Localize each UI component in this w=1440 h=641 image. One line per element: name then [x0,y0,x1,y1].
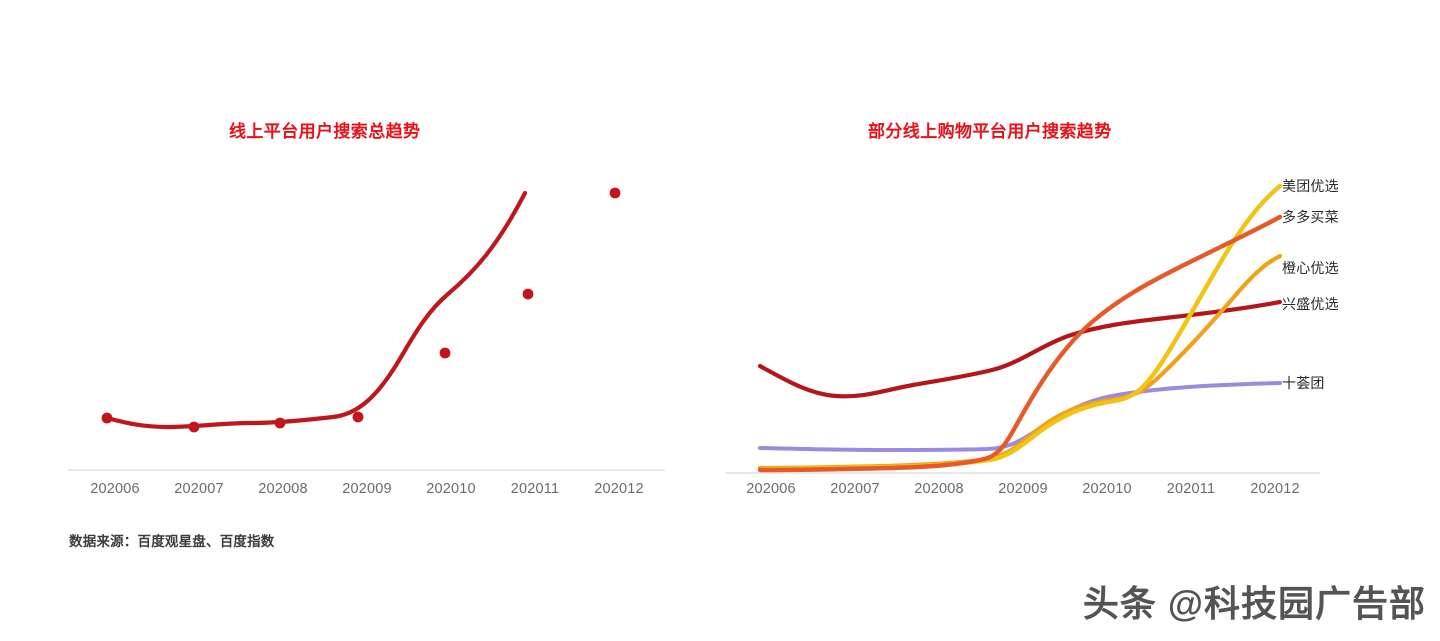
right-series-line-meituan [759,183,1283,472]
left-x-axis-labels: 202006 202007 202008 202009 202010 20201… [73,481,661,497]
right-series-line-shihuituan [758,381,1282,452]
left-x-tick-4: 202010 [426,481,476,497]
left-data-point-202011 [522,288,534,300]
left-chart-panel: 线上平台用户搜索总趋势 202006 202007 202008 202009 … [60,122,680,549]
left-x-tick-0: 202006 [90,481,140,497]
right-x-tick-2: 202008 [914,481,964,497]
left-data-point-202007 [188,421,200,433]
left-chart-title: 线上平台用户搜索总趋势 [229,122,421,141]
left-x-tick-2: 202008 [258,481,308,497]
left-chart-plot [60,150,680,480]
left-data-point-202010 [439,347,451,359]
right-x-tick-1: 202007 [830,481,880,497]
left-data-point-202008 [274,417,286,429]
series-label-duoduo: 多多买菜 [1282,209,1339,225]
series-label-xingsheng: 兴盛优选 [1282,296,1339,312]
right-chart-plot [720,150,1420,480]
right-x-tick-5: 202011 [1166,481,1216,497]
right-x-axis-labels: 202006 202007 202008 202009 202010 20201… [729,481,1317,497]
right-x-tick-3: 202009 [998,481,1048,497]
watermark: 头条 @科技园广告部 [1082,583,1426,624]
left-x-tick-6: 202012 [594,481,644,497]
series-label-chengxin: 橙心优选 [1282,260,1339,276]
left-data-point-202012 [609,187,621,199]
series-label-meituan: 美团优选 [1282,178,1339,194]
right-series-line-chengxin [757,253,1283,471]
left-data-point-202006 [101,412,113,424]
series-label-shihuituan: 十荟团 [1282,375,1325,391]
right-chart-svg [725,183,1320,474]
left-x-tick-1: 202007 [174,481,224,497]
source-note: 数据来源：百度观星盘、百度指数 [69,534,275,549]
left-x-tick-5: 202011 [510,481,560,497]
right-x-tick-4: 202010 [1082,481,1132,497]
left-series-line-total [104,190,528,430]
right-x-tick-6: 202012 [1250,481,1300,497]
right-x-tick-0: 202006 [746,481,796,497]
right-series-line-xingsheng [757,299,1283,399]
right-chart-panel: 部分线上购物平台用户搜索趋势 美团优选 多多买菜 橙心优选 兴盛优选 十荟团 2… [720,0,1440,641]
right-series-line-duoduo [757,214,1283,473]
left-chart-svg [68,187,665,471]
left-data-point-202009 [352,411,364,423]
left-x-tick-3: 202009 [342,481,392,497]
right-chart-title: 部分线上购物平台用户搜索趋势 [868,122,1112,141]
